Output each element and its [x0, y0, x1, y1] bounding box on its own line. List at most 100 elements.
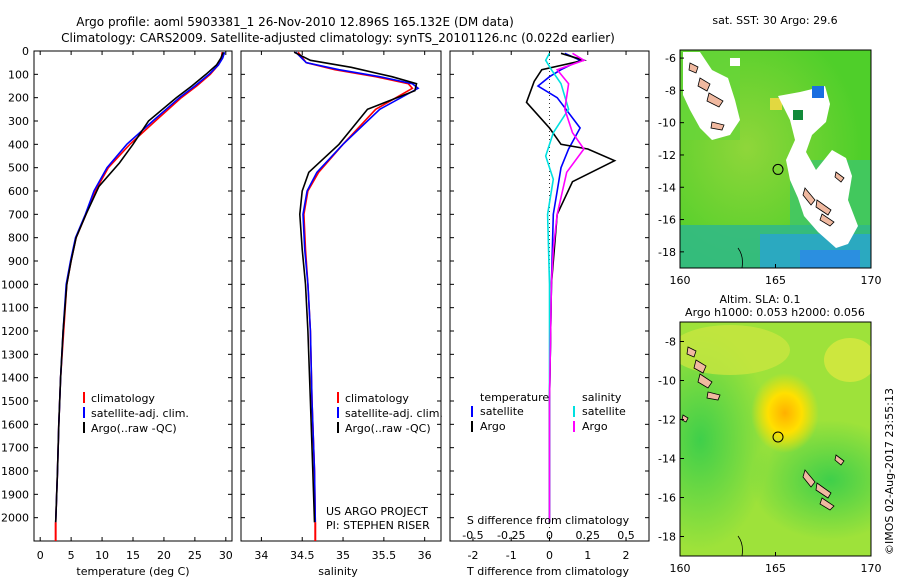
x-tick-label: 36	[418, 549, 432, 562]
sst-islands	[688, 62, 845, 227]
sst-map-title: sat. SST: 30 Argo: 29.6	[712, 14, 837, 27]
map-x-tick-label: 170	[861, 274, 882, 287]
argo-location-marker	[772, 163, 784, 175]
sla-field-patch	[824, 338, 871, 382]
sst-cold-pixel	[793, 110, 803, 120]
sla-map	[680, 322, 871, 556]
x-tick-label: 15	[126, 549, 140, 562]
sst-cloud	[730, 58, 740, 66]
map-y-tick-label: -10	[658, 375, 676, 388]
sst-coastline	[737, 247, 743, 268]
s-diff-tick-label: -0.5	[462, 529, 483, 542]
s-diff-tick-label: -0.25	[497, 529, 525, 542]
depth-tick-label: 2000	[1, 512, 29, 525]
sst-cloud	[778, 86, 858, 248]
depth-tick-label: 800	[8, 232, 29, 245]
salinity-series	[293, 51, 420, 541]
depth-tick-label: 0	[22, 45, 29, 58]
series-t-argo	[525, 52, 617, 523]
legend-satellite: satellite-adj. clim.	[345, 407, 443, 420]
x-tick-label: 5	[68, 549, 75, 562]
legend-satellite: satellite-adj. clim.	[91, 407, 189, 420]
sst-map	[680, 50, 871, 268]
legend-climatology: climatology	[345, 392, 409, 405]
sla-map-subtitle: Argo h1000: 0.053 h2000: 0.056	[685, 306, 865, 319]
map-y-tick-label: -14	[658, 453, 676, 466]
sst-field-patch	[770, 98, 782, 110]
series-climatology	[54, 52, 223, 523]
depth-tick-label: 1400	[1, 372, 29, 385]
imos-watermark: ©IMOS 02-Aug-2017 23:55:13	[883, 388, 896, 555]
series-s-satellite	[544, 52, 570, 523]
depth-tick-label: 200	[8, 92, 29, 105]
x-tick-label: 25	[188, 549, 202, 562]
salinity-panel	[240, 50, 442, 542]
legend-salinity-heading: salinity	[582, 391, 622, 404]
map-y-tick-label: -16	[658, 214, 676, 227]
s-diff-tick-label: 0.5	[617, 529, 635, 542]
depth-tick-label: 400	[8, 138, 29, 151]
legend-argo: Argo(..raw -QC)	[91, 422, 177, 435]
x-tick-label: 2	[623, 549, 630, 562]
temperature-x-axis: 0 5 10 15 20 25 30	[37, 51, 233, 562]
x-tick-label: 20	[157, 549, 171, 562]
map-y-tick-label: -18	[658, 531, 676, 544]
x-tick-label: 0	[546, 549, 553, 562]
map-y-tick-label: -10	[658, 117, 676, 130]
s-diff-tick-label: 0.25	[576, 529, 601, 542]
x-tick-label: 10	[95, 549, 109, 562]
depth-tick-label: 100	[8, 68, 29, 81]
sst-field-patch	[800, 250, 860, 268]
title-line2: Climatology: CARS2009. Satellite-adjuste…	[61, 31, 615, 45]
salinity-xlabel: salinity	[318, 565, 358, 578]
argo-location-marker	[772, 431, 784, 443]
difference-top-label: S difference from climatology	[467, 514, 630, 527]
depth-tick-label: 700	[8, 208, 29, 221]
temperature-series	[54, 51, 226, 541]
sst-map-axes: 160 165 170 -6 -8 -10 -12 -14 -16 -18	[658, 52, 881, 287]
map-x-tick-label: 165	[765, 562, 786, 575]
x-tick-label: 34	[254, 549, 268, 562]
x-tick-label: 34.5	[290, 549, 315, 562]
map-x-tick-label: 160	[670, 562, 691, 575]
map-y-tick-label: -6	[665, 52, 676, 65]
depth-tick-label: 1300	[1, 348, 29, 361]
depth-tick-label: 1700	[1, 442, 29, 455]
difference-xlabel: T difference from climatology	[466, 565, 629, 578]
project-label: US ARGO PROJECT	[326, 505, 428, 518]
difference-legend: temperature satellite Argo salinity sate…	[471, 391, 626, 433]
depth-tick-label: 900	[8, 255, 29, 268]
legend-temperature-heading: temperature	[480, 391, 549, 404]
series-argo	[293, 51, 418, 523]
legend-s-satellite: satellite	[582, 405, 626, 418]
pi-label: PI: STEPHEN RISER	[326, 519, 430, 532]
series-argo	[54, 51, 225, 523]
depth-tick-label: 300	[8, 115, 29, 128]
x-tick-label: 1	[584, 549, 591, 562]
depth-tick-label: 1200	[1, 325, 29, 338]
sst-cold-pixel	[812, 86, 824, 98]
x-tick-label: -2	[467, 549, 478, 562]
x-tick-label: 30	[219, 549, 233, 562]
map-y-tick-label: -16	[658, 492, 676, 505]
depth-tick-label: 1600	[1, 418, 29, 431]
series-satellite	[295, 51, 420, 523]
temperature-panel	[33, 50, 233, 542]
map-x-tick-label: 165	[765, 274, 786, 287]
x-tick-label: 35	[336, 549, 350, 562]
sla-map-title: Altim. SLA: 0.1	[719, 293, 800, 306]
legend-argo: Argo(..raw -QC)	[345, 422, 431, 435]
map-y-tick-label: -8	[665, 336, 676, 349]
map-y-tick-label: -14	[658, 181, 676, 194]
depth-tick-label: 1500	[1, 395, 29, 408]
sla-field-patch	[680, 325, 790, 375]
temperature-xlabel: temperature (deg C)	[76, 565, 189, 578]
depth-axis: 0 100 200 300 400 500 600 700 800 900 1000 1100 1200…	[1, 45, 649, 525]
sla-islands	[681, 346, 845, 511]
x-tick-label: -1	[506, 549, 517, 562]
legend-climatology: climatology	[91, 392, 155, 405]
map-y-tick-label: -12	[658, 149, 676, 162]
salinity-legend: climatology satellite-adj. clim. Argo(..…	[337, 392, 443, 435]
depth-tick-label: 600	[8, 185, 29, 198]
